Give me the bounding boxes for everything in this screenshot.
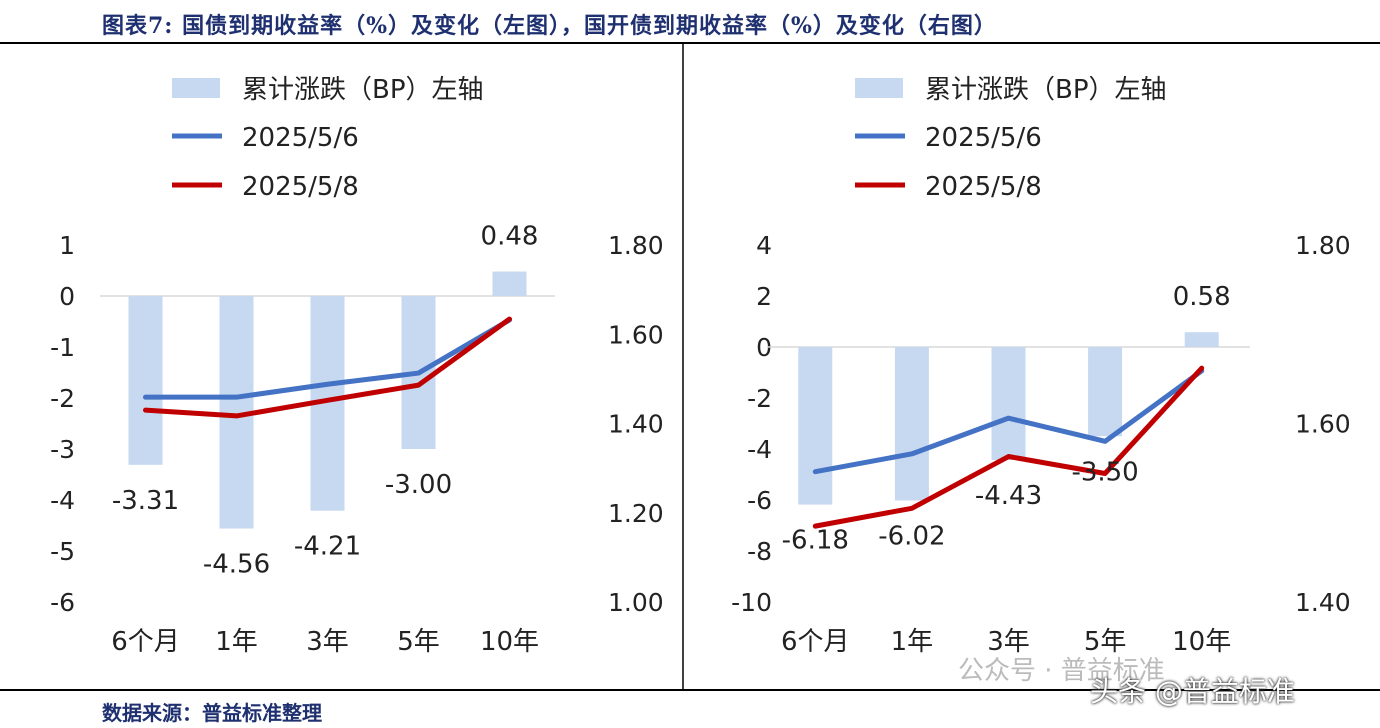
chart2-right-axis-tick: 1.80 <box>1295 231 1351 260</box>
chart1-category-label: 10年 <box>480 627 539 657</box>
chart1-line-series-1 <box>143 317 512 400</box>
chart2-left-axis-tick: -10 <box>731 588 772 617</box>
chart1-legend-line1-label: 2025/5/6 <box>242 123 359 153</box>
chart1-legend-bar-swatch <box>172 78 220 98</box>
chart2-right-axis-tick: 1.60 <box>1295 410 1351 439</box>
chart2-left-axis-tick: -2 <box>747 384 772 413</box>
chart2-bar <box>894 347 929 501</box>
chart1-legend-line2-label: 2025/5/8 <box>242 172 359 202</box>
chart1-bar <box>492 271 527 296</box>
chart2-bar <box>991 347 1026 460</box>
chart1-right-axis-tick: 1.20 <box>608 499 664 528</box>
chart1-category-label: 6个月 <box>111 627 180 657</box>
chart2-line-series-1 <box>812 368 1205 475</box>
chart1-right-axis-tick: 1.60 <box>608 320 664 349</box>
chart2-bar <box>1184 332 1219 347</box>
chart2-left-axis-tick: -4 <box>747 435 772 464</box>
chart2-bar-data-label: 0.58 <box>1173 282 1231 312</box>
chart1-left-axis-tick: -6 <box>50 588 75 617</box>
chart1-bar-data-label: 0.48 <box>481 222 539 252</box>
chart2-left-axis-tick: 4 <box>756 231 772 260</box>
chart2-category-label: 5年 <box>1084 627 1127 657</box>
chart2-bar <box>1088 347 1123 437</box>
chart2-category-label: 3年 <box>987 627 1030 657</box>
chart1-bar <box>128 296 163 465</box>
chart2-line-series-2 <box>812 365 1205 529</box>
chart2-legend-line1-label: 2025/5/6 <box>925 123 1042 153</box>
chart1-bar-data-label: -3.00 <box>385 470 452 500</box>
chart1-category-label: 5年 <box>397 627 440 657</box>
chart2-left-axis-tick: -6 <box>747 486 772 515</box>
chart1-left-axis-tick: -2 <box>50 384 75 413</box>
chart1-right-axis-tick: 1.40 <box>608 410 664 439</box>
chart1-legend-bar-label: 累计涨跌（BP）左轴 <box>242 75 484 105</box>
chart2-category-label: 10年 <box>1172 627 1231 657</box>
chart2-bar-data-label: -3.50 <box>1071 457 1138 487</box>
watermark-wechat: 公众号 · 普益标准 <box>958 656 1165 686</box>
chart1-bar-data-label: -3.31 <box>112 486 179 516</box>
chart1-left-axis-tick: -1 <box>50 333 75 362</box>
chart1-line-series-2 <box>143 316 512 419</box>
chart1-left-axis-tick: -4 <box>50 486 75 515</box>
chart1-left-axis-tick: -5 <box>50 537 75 566</box>
chart1-bar-data-label: -4.56 <box>203 550 270 580</box>
source-note: 数据来源：普益标准整理 <box>102 701 322 725</box>
chart2-category-label: 6个月 <box>781 627 850 657</box>
chart2-left-axis-tick: 0 <box>756 333 772 362</box>
chart2-bar-data-label: -6.02 <box>878 522 945 552</box>
chart2-bar-data-label: -6.18 <box>782 526 849 556</box>
chart2-legend-bar-swatch <box>855 78 903 98</box>
watermark-toutiao: 头条 @普益标准 <box>1090 675 1295 708</box>
chart2-legend-bar-label: 累计涨跌（BP）左轴 <box>925 75 1167 105</box>
chart1-right-axis-tick: 1.00 <box>608 588 664 617</box>
chart1-left-axis-tick: 0 <box>59 282 75 311</box>
chart1-bar-data-label: -4.21 <box>294 532 361 562</box>
chart1-left-axis-tick: 1 <box>59 231 75 260</box>
chart2-category-label: 1年 <box>891 627 934 657</box>
chart2-left-axis-tick: -8 <box>747 537 772 566</box>
chart2-right-axis-tick: 1.40 <box>1295 588 1351 617</box>
chart2-left-axis-tick: 2 <box>756 282 772 311</box>
chart1-left-axis-tick: -3 <box>50 435 75 464</box>
chart1-category-label: 1年 <box>215 627 258 657</box>
chart2-legend-line2-label: 2025/5/8 <box>925 172 1042 202</box>
chart1-right-axis-tick: 1.80 <box>608 231 664 260</box>
figure-title: 图表7: 国债到期收益率（%）及变化（左图），国开债到期收益率（%）及变化（右图… <box>102 13 997 39</box>
chart2-bar <box>798 347 833 505</box>
chart1-category-label: 3年 <box>306 627 349 657</box>
chart2-bar-data-label: -4.43 <box>975 481 1042 511</box>
